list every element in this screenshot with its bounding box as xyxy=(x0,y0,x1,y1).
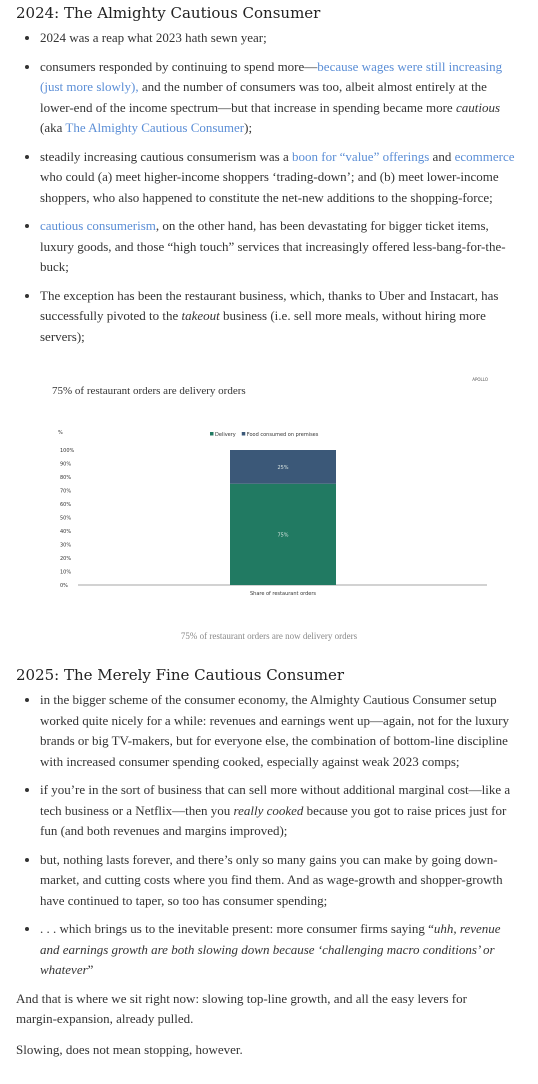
text-run: takeout xyxy=(181,308,220,323)
bullet-item: . . . which brings us to the inevitable … xyxy=(40,919,520,981)
text-run: and xyxy=(429,148,455,164)
link-text[interactable]: The Almighty Cautious Consumer xyxy=(65,120,245,135)
text-run: , on the other hand, has been devastatin… xyxy=(40,218,506,274)
paragraphs: And that is where we sit right now: slow… xyxy=(0,989,538,1061)
bar-segment xyxy=(230,450,336,484)
text-run: The exception has been the restaurant bu… xyxy=(40,287,499,324)
value-label: 25% xyxy=(277,465,288,471)
text-run: in the bigger scheme of the consumer eco… xyxy=(40,692,509,769)
chart-block: 75% of restaurant orders are delivery or… xyxy=(0,364,538,662)
page: 2024: The Almighty Cautious Consumer 2024… xyxy=(0,4,538,1084)
text-run: ); xyxy=(244,120,253,135)
text-run: really cooked xyxy=(233,802,304,818)
chart-title: 75% of restaurant orders are delivery or… xyxy=(52,385,246,397)
x-tick-label: Share of restaurant orders xyxy=(250,591,316,597)
y-tick-label: 80% xyxy=(60,475,71,481)
link-text[interactable]: because wages were still increasing (jus… xyxy=(40,58,503,95)
text-run: uhh, revenue and earnings growth are bot… xyxy=(40,921,501,977)
text-run: . . . which brings us to the inevitable … xyxy=(40,921,434,936)
y-tick-label: 50% xyxy=(60,516,71,522)
text-run: business (i.e. sell more meals, without … xyxy=(40,308,486,344)
section: 2024: The Almighty Cautious Consumer 2024… xyxy=(0,4,538,364)
bullet-list: in the bigger scheme of the consumer eco… xyxy=(16,690,520,981)
y-tick-label: 70% xyxy=(60,489,71,495)
bullet-item: but, nothing lasts forever, and there’s … xyxy=(40,850,520,912)
legend-swatch xyxy=(241,432,246,436)
y-axis-label: % xyxy=(58,430,63,436)
text-run: consumers responded by continuing to spe… xyxy=(40,58,318,74)
y-tick-label: 60% xyxy=(60,502,71,508)
section-heading: 2024: The Almighty Cautious Consumer xyxy=(16,4,321,22)
y-tick-label: 0% xyxy=(60,583,68,589)
legend-label: Delivery xyxy=(215,432,236,438)
chart-source: APOLLO xyxy=(472,377,488,382)
chart: 75% of restaurant orders are delivery or… xyxy=(52,377,488,597)
text-run: who could (a) meet higher-income shopper… xyxy=(40,169,499,205)
y-tick-label: 40% xyxy=(60,529,71,535)
bullet-item: consumers responded by continuing to spe… xyxy=(40,57,520,139)
section-heading: 2025: The Merely Fine Cautious Consumer xyxy=(16,666,345,684)
text-run: cautious xyxy=(455,99,501,115)
bullet-item: cautious consumerism, on the other hand,… xyxy=(40,216,520,278)
bullet-item: steadily increasing cautious consumerism… xyxy=(40,147,520,209)
bullet-item: 2024 was a reap what 2023 hath sewn year… xyxy=(40,28,520,49)
text-run: if you’re in the sort of business that c… xyxy=(40,782,511,818)
y-tick-label: 20% xyxy=(60,556,71,562)
chart-caption: 75% of restaurant orders are now deliver… xyxy=(180,631,358,641)
y-tick-label: 10% xyxy=(60,570,71,576)
section: 2025: The Merely Fine Cautious Consumer i… xyxy=(0,666,538,981)
text-run: and the number of consumers was too, alb… xyxy=(40,79,487,115)
text-run: ” xyxy=(87,962,94,977)
paragraph: Slowing, does not mean stopping, however… xyxy=(16,1041,243,1057)
y-tick-label: 90% xyxy=(60,462,71,468)
legend-label: Food consumed on premises xyxy=(247,432,319,438)
text-run: but, nothing lasts forever, and there’s … xyxy=(40,851,503,908)
legend-swatch xyxy=(210,432,214,436)
text-run: because you got to raise prices just for… xyxy=(40,802,507,839)
link-text[interactable]: boon for “value” offerings xyxy=(292,148,430,164)
bullet-list: 2024 was a reap what 2023 hath sewn year… xyxy=(16,28,520,347)
text-run: (aka xyxy=(40,120,66,135)
link-text[interactable]: ecommerce xyxy=(454,148,515,164)
bullet-item: The exception has been the restaurant bu… xyxy=(40,286,520,348)
text-run: steadily increasing cautious consumerism… xyxy=(40,148,292,164)
text-run: 2024 was a reap what 2023 hath sewn year… xyxy=(40,30,267,45)
bar-segment xyxy=(230,483,336,585)
bullet-item: in the bigger scheme of the consumer eco… xyxy=(40,690,520,772)
bullet-item: if you’re in the sort of business that c… xyxy=(40,780,520,842)
value-label: 75% xyxy=(277,532,288,538)
y-tick-label: 30% xyxy=(60,543,71,549)
paragraph: And that is where we sit right now: slow… xyxy=(16,990,467,1027)
y-tick-label: 100% xyxy=(60,448,75,454)
link-text[interactable]: cautious consumerism xyxy=(40,218,156,233)
